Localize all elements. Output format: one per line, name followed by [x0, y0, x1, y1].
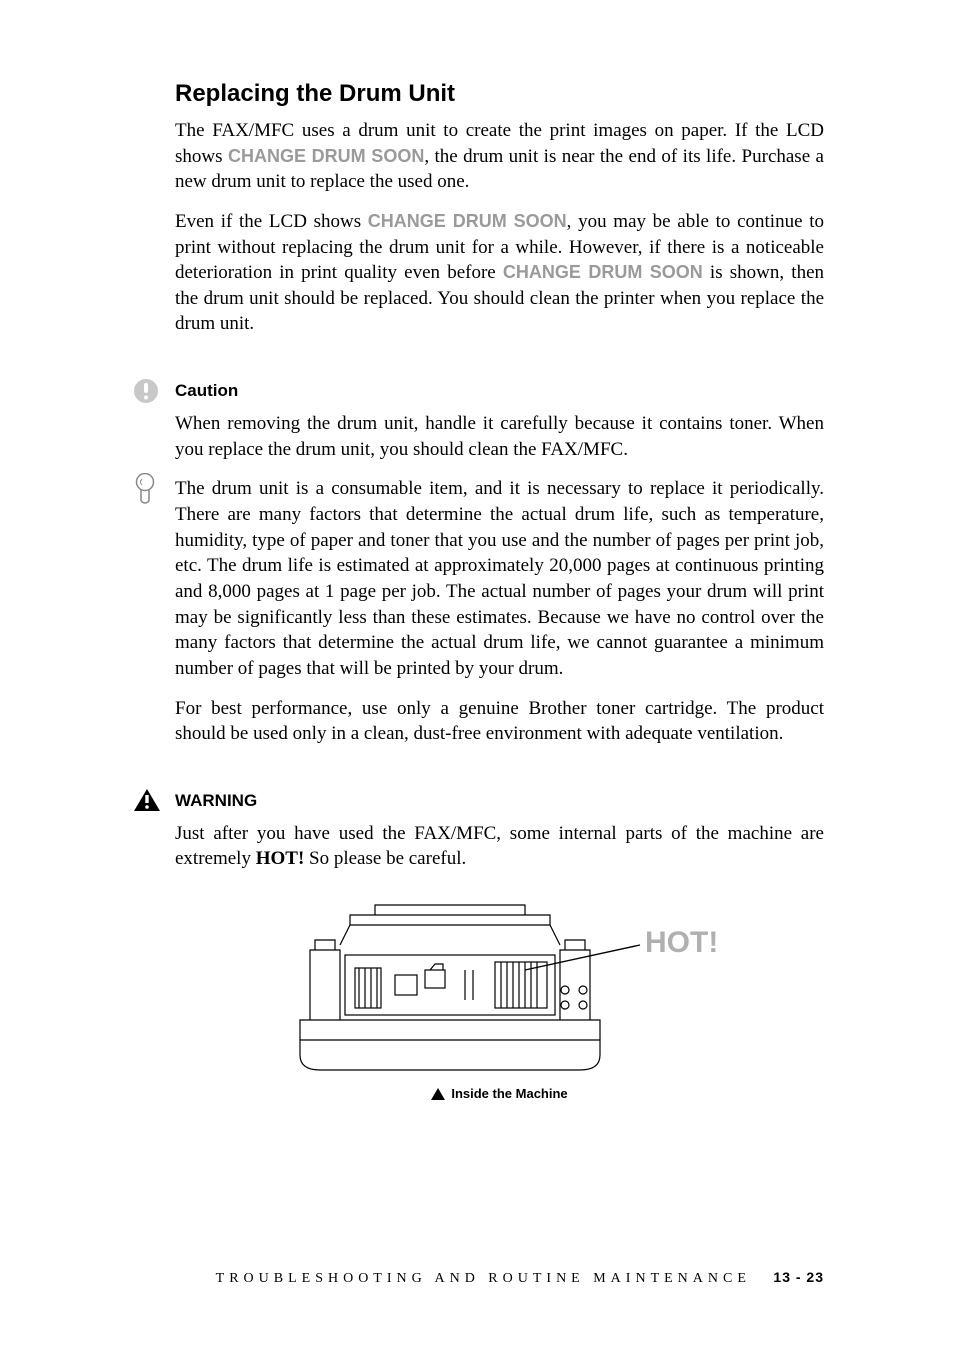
warning-label: WARNING [175, 791, 824, 811]
p2-a: Even if the LCD shows [175, 211, 368, 232]
warning-icon [133, 788, 161, 817]
caution-label: Caution [175, 381, 824, 401]
warning-icon-small [431, 1088, 445, 1100]
section-heading: Replacing the Drum Unit [175, 80, 824, 108]
note-p1: The drum unit is a consumable item, and … [175, 476, 824, 681]
machine-diagram: HOT! [265, 890, 735, 1080]
lightbulb-icon [133, 473, 157, 512]
lcd-msg: CHANGE DRUM SOON [503, 262, 703, 282]
warning-text: Just after you have used the FAX/MFC, so… [175, 821, 824, 872]
warn-b: So please be careful. [304, 848, 466, 869]
hot-callout: HOT! [645, 926, 718, 959]
lcd-msg: CHANGE DRUM SOON [228, 146, 424, 166]
caution-icon [133, 378, 159, 409]
caution-text: When removing the drum unit, handle it c… [175, 411, 824, 462]
warning-block: WARNING Just after you have used the FAX… [175, 791, 824, 872]
figure: HOT! Inside the Machine [175, 890, 824, 1101]
figure-caption: Inside the Machine [431, 1086, 567, 1101]
footer-page: 13 - 23 [773, 1269, 824, 1285]
caution-block: Caution When removing the drum unit, han… [175, 381, 824, 462]
page-footer: TROUBLESHOOTING AND ROUTINE MAINTENANCE … [216, 1269, 824, 1287]
lcd-msg: CHANGE DRUM SOON [368, 211, 567, 231]
footer-section: TROUBLESHOOTING AND ROUTINE MAINTENANCE [216, 1271, 751, 1286]
intro-paragraph-2: Even if the LCD shows CHANGE DRUM SOON, … [175, 209, 824, 337]
note-block: The drum unit is a consumable item, and … [175, 476, 824, 746]
note-p2: For best performance, use only a genuine… [175, 696, 824, 747]
intro-paragraph-1: The FAX/MFC uses a drum unit to create t… [175, 118, 824, 195]
warn-hot: HOT! [256, 848, 305, 869]
caption-text: Inside the Machine [451, 1086, 567, 1101]
